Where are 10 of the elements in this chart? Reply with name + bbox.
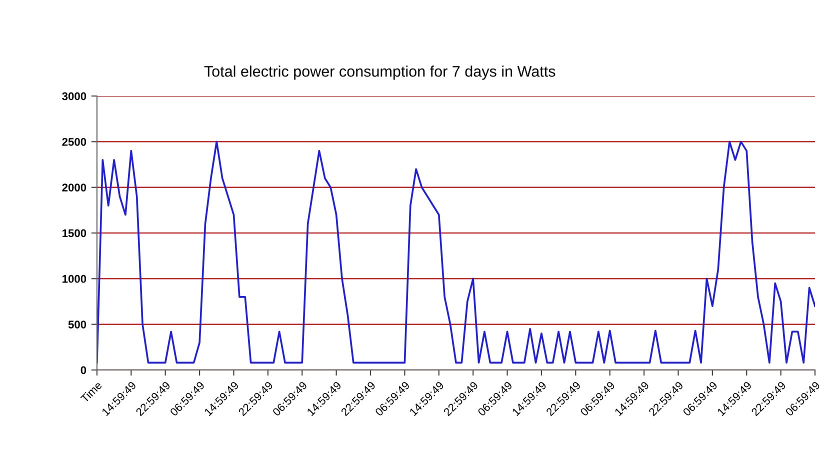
line-series <box>96 140 816 364</box>
y-tick-label: 2500 <box>62 138 86 146</box>
y-tick-label: 500 <box>68 320 86 328</box>
x-tick-label: Time <box>80 380 102 404</box>
y-tick-label: 0 <box>80 366 86 374</box>
y-tick-label: 3000 <box>62 92 86 100</box>
chart-title: Total electric power consumption for 7 days in Watts <box>204 66 556 80</box>
y-tick-label: 2000 <box>62 184 86 192</box>
y-tick-label: 1500 <box>62 229 86 238</box>
y-tick-label: 1000 <box>62 274 86 283</box>
